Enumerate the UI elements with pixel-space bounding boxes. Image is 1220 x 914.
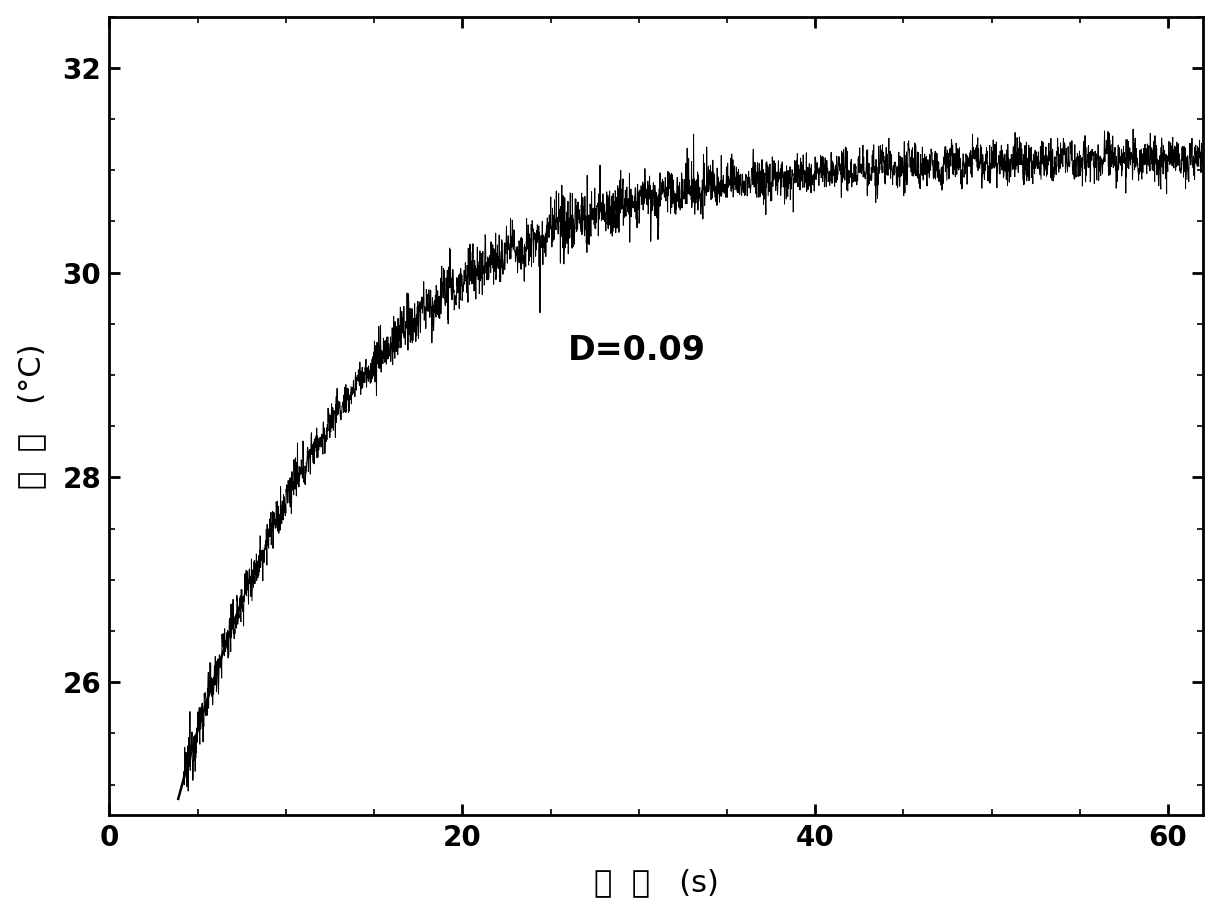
- X-axis label: 时  间   (s): 时 间 (s): [594, 868, 719, 898]
- Text: D=0.09: D=0.09: [569, 334, 706, 367]
- Y-axis label: 温  度   (°C): 温 度 (°C): [17, 344, 45, 489]
